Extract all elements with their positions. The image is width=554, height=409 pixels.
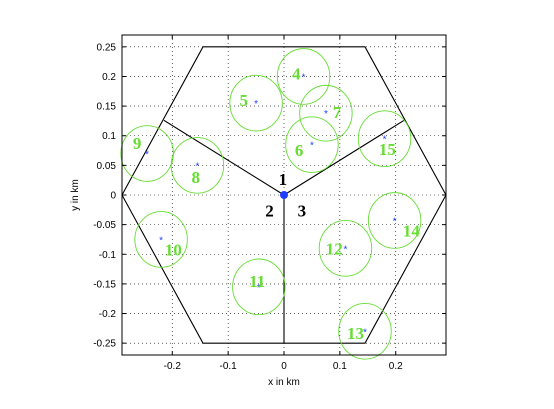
user-marker: * bbox=[302, 72, 306, 83]
user-marker: * bbox=[254, 99, 258, 110]
sector-lines bbox=[163, 119, 405, 344]
x-tick-label: 0.2 bbox=[389, 361, 403, 372]
y-tick-label: -0.25 bbox=[93, 339, 116, 350]
y-tick-label: 0.2 bbox=[102, 72, 116, 83]
user-label: 9 bbox=[133, 134, 142, 153]
user-coverage-circle bbox=[318, 220, 373, 277]
y-tick-label: -0.2 bbox=[99, 309, 117, 320]
user-marker: * bbox=[195, 161, 199, 172]
y-tick-label: -0.05 bbox=[93, 220, 116, 231]
user-coverage-circle bbox=[299, 84, 353, 142]
base-station: 12 3 bbox=[265, 170, 306, 220]
x-tick-label: -0.1 bbox=[220, 361, 238, 372]
user-label: 8 bbox=[191, 168, 200, 187]
x-tick-label: 0 bbox=[281, 361, 287, 372]
user-label: 14 bbox=[403, 222, 421, 241]
user-label: 4 bbox=[292, 65, 301, 84]
user-label: 11 bbox=[249, 272, 265, 291]
x-tick-label: -0.2 bbox=[164, 361, 182, 372]
user-marker: * bbox=[383, 135, 387, 146]
user-coverage-circle bbox=[367, 192, 422, 249]
user-label: 12 bbox=[326, 239, 343, 258]
user-label: 7 bbox=[333, 103, 342, 122]
user-coverage-circle bbox=[285, 116, 339, 173]
y-tick-label: 0.05 bbox=[97, 161, 117, 172]
user-coverage-circle bbox=[276, 48, 331, 105]
user-coverage-circle bbox=[357, 110, 412, 168]
user-marker: * bbox=[343, 244, 347, 255]
y-tick-label: -0.1 bbox=[99, 250, 117, 261]
user-coverage-circle bbox=[338, 302, 392, 360]
user-label: 10 bbox=[165, 241, 182, 260]
sector-label: 2 bbox=[265, 201, 274, 220]
user-label: 5 bbox=[240, 91, 249, 110]
sector-label: 3 bbox=[298, 201, 307, 220]
sector-boundary-line bbox=[163, 119, 285, 196]
y-tick-label: 0.1 bbox=[102, 131, 116, 142]
user-coverage-circle bbox=[232, 258, 286, 316]
user-label: 13 bbox=[347, 324, 364, 343]
user-marker: * bbox=[324, 109, 328, 120]
user-coverage-circle bbox=[229, 74, 283, 132]
sector-boundary-line bbox=[283, 119, 405, 196]
y-tick-label: 0.15 bbox=[97, 102, 117, 113]
user-label: 15 bbox=[379, 140, 396, 159]
base-station-marker bbox=[280, 191, 288, 199]
x-axis-label: x in km bbox=[268, 377, 300, 388]
user-coverage-circle bbox=[134, 211, 188, 268]
user-coverage-circle bbox=[120, 125, 174, 182]
y-axis-label: y in km bbox=[70, 179, 81, 211]
user-marker: * bbox=[159, 235, 163, 246]
user-marker: * bbox=[393, 216, 397, 227]
y-tick-label: 0.25 bbox=[97, 42, 117, 53]
user-label: 6 bbox=[295, 141, 304, 160]
user-marker: * bbox=[363, 327, 367, 338]
user-marker: * bbox=[145, 150, 149, 161]
users: *4*5*6* 7*8*9* 10*11*12*13* 14*15 bbox=[120, 48, 422, 360]
user-marker: * bbox=[310, 141, 314, 152]
ticks: -0.2 -0.1 0 0.1 0.2 0.25 0.2 0.15 0.1 0.05 0 -0.05 -… bbox=[93, 35, 446, 372]
y-tick-label: -0.15 bbox=[93, 279, 116, 290]
y-tick-label: 0 bbox=[110, 191, 116, 202]
user-marker: * bbox=[257, 283, 261, 294]
x-tick-label: 0.1 bbox=[333, 361, 347, 372]
sector-label: 1 bbox=[279, 170, 288, 189]
